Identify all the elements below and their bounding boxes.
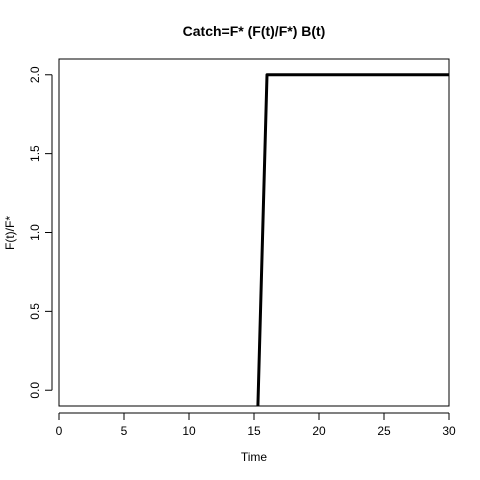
series-layer: [258, 75, 449, 406]
x-tick-label: 5: [121, 424, 128, 438]
plot-frame: [59, 59, 449, 406]
y-tick-label: 0.0: [28, 382, 42, 399]
x-axis-label: Time: [241, 450, 268, 464]
y-axis: 0.0 0.5 1.0 1.5 2.0: [28, 66, 52, 398]
x-tick-label: 30: [442, 424, 456, 438]
x-tick-label: 15: [247, 424, 261, 438]
x-axis: 0 5 10 15 20 25 30: [56, 413, 456, 438]
y-tick-label: 2.0: [28, 66, 42, 83]
y-tick-label: 1.0: [28, 224, 42, 241]
series-line: [258, 75, 449, 406]
y-tick-label: 0.5: [28, 303, 42, 320]
y-tick-label: 1.5: [28, 145, 42, 162]
x-tick-label: 0: [56, 424, 63, 438]
x-tick-label: 20: [312, 424, 326, 438]
x-tick-label: 25: [377, 424, 391, 438]
y-axis-label: F(t)/F*: [3, 216, 17, 250]
x-tick-label: 10: [182, 424, 196, 438]
chart-title: Catch=F* (F(t)/F*) B(t): [183, 23, 326, 39]
